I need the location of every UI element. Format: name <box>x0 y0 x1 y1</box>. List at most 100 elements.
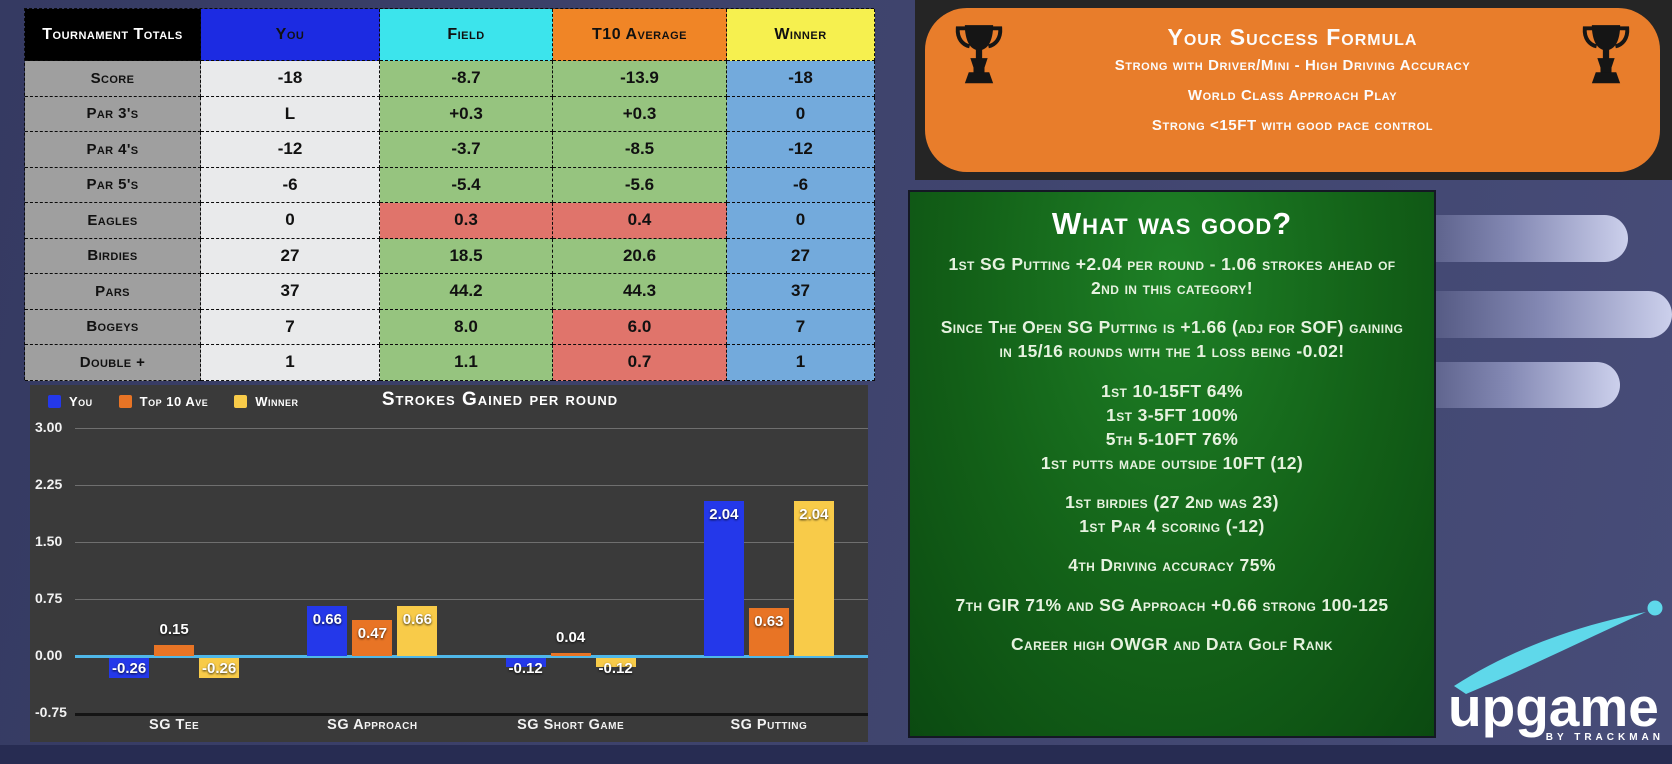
legend-swatch-icon <box>118 395 132 408</box>
bar-label: 2.04 <box>709 505 739 523</box>
table-cell: 1 <box>201 345 380 381</box>
legend-label: Top 10 Ave <box>139 394 209 409</box>
logo-wordmark: upgame <box>1448 676 1659 738</box>
legend-label: Winner <box>255 394 299 409</box>
table-header-cell: T10 Average <box>553 9 727 61</box>
bar-label: 0.63 <box>754 613 784 631</box>
bar-label: 2.04 <box>799 505 829 523</box>
tick-label: 0.75 <box>35 590 63 606</box>
gridline <box>75 485 868 486</box>
gridline <box>75 599 868 600</box>
table-header-cell: You <box>201 9 380 61</box>
tick-label: 2.25 <box>35 476 63 492</box>
good-paragraph: Since The Open SG Putting is +1.66 (adj … <box>940 317 1404 362</box>
table-cell: -12 <box>727 132 875 168</box>
what-was-good-panel: What was good? 1st SG Putting +2.04 per … <box>908 190 1436 738</box>
table-header-cell: Winner <box>727 9 875 61</box>
table-cell: 18.5 <box>380 238 553 274</box>
legend-item: You <box>48 394 93 409</box>
bar-label: 0.66 <box>312 610 342 628</box>
table-cell: 0.3 <box>380 203 553 239</box>
table-cell: 6.0 <box>553 309 727 345</box>
table-cell: 0 <box>727 96 875 132</box>
table-row-label: Birdies <box>25 238 201 274</box>
bar <box>397 605 438 656</box>
table-cell: 0 <box>201 203 380 239</box>
table-row-label: Par 5's <box>25 167 201 203</box>
formula-line: Strong <15FT with good pace control <box>1151 117 1434 134</box>
good-paragraph: 7th GIR 71% and SG Approach +0.66 strong… <box>955 594 1389 615</box>
category-label: SG Short Game <box>517 717 625 733</box>
table-cell: 0.7 <box>553 345 727 381</box>
table-cell: -3.7 <box>380 132 553 168</box>
table-cell: -5.6 <box>553 167 727 203</box>
category-label: SG Approach <box>327 717 418 733</box>
table-cell: 27 <box>201 238 380 274</box>
bar <box>199 658 240 678</box>
table-cell: 44.2 <box>380 274 553 310</box>
bar <box>352 620 393 656</box>
table-cell: -12 <box>201 132 380 168</box>
table-cell: -5.4 <box>380 167 553 203</box>
good-panel-title: What was good? <box>1051 206 1293 241</box>
table-header-cell: Tournament Totals <box>25 9 201 61</box>
legend-swatch-icon <box>48 395 61 408</box>
legend-swatch-icon <box>234 395 248 408</box>
table-cell: 20.6 <box>553 238 727 274</box>
table-cell: 37 <box>201 274 380 310</box>
bar-label: -0.26 <box>112 660 147 677</box>
bottom-strip <box>0 745 1672 764</box>
bar <box>703 500 744 656</box>
bar <box>793 500 834 656</box>
swoosh-icon <box>1454 600 1663 694</box>
bar <box>109 658 150 678</box>
table-cell: 0 <box>727 203 875 239</box>
gridline <box>75 428 868 429</box>
formula-backdrop: Your Success Formula Strong with Driver/… <box>915 0 1672 180</box>
table-cell: -18 <box>201 61 380 97</box>
tick-label: 0.00 <box>35 647 63 663</box>
table-cell: 1.1 <box>380 345 553 381</box>
gridline <box>75 713 868 716</box>
good-paragraph: 4th Driving accuracy 75% <box>1068 555 1276 576</box>
bar <box>595 658 636 668</box>
success-formula-panel: Your Success Formula Strong with Driver/… <box>925 8 1660 172</box>
table-cell: -13.9 <box>553 61 727 97</box>
table-cell: 0.4 <box>553 203 727 239</box>
table-row-label: Par 4's <box>25 132 201 168</box>
table-cell: +0.3 <box>380 96 553 132</box>
table-cell: -8.7 <box>380 61 553 97</box>
strokes-gained-chart: You Top 10 Ave Winner Strokes Gained per r… <box>30 385 868 742</box>
tick-label: -0.75 <box>35 704 67 720</box>
tick-label: 1.50 <box>35 533 63 549</box>
trophy-icon <box>955 25 1003 84</box>
table-cell: 44.3 <box>553 274 727 310</box>
logo-subtext: BY TRACKMAN <box>1545 732 1664 743</box>
table-cell: 1 <box>727 345 875 381</box>
bar-label: -0.12 <box>508 660 543 677</box>
table-row-label: Par 3's <box>25 96 201 132</box>
table-cell: 27 <box>727 238 875 274</box>
table-cell: 37 <box>727 274 875 310</box>
formula-lines: Strong with Driver/Mini - High Driving A… <box>925 57 1660 134</box>
table-cell: 7 <box>201 309 380 345</box>
good-paragraph: 1st 10-15FT 64% 1st 3-5FT 100% 5th 5-10FT … <box>1040 380 1304 473</box>
bar <box>505 658 546 668</box>
bar <box>550 652 591 656</box>
chart-plot: 3.00 2.25 1.50 0.75 0.00 -0.75 -0.26 0.15 -0.26 S… <box>30 385 868 742</box>
good-paragraph: Career high OWGR and Data Golf Rank <box>1011 633 1333 654</box>
table-cell: 8.0 <box>380 309 553 345</box>
good-paragraph: 1st birdies (27 2nd was 23) 1st Par 4 sco… <box>1065 492 1279 537</box>
table-row-label: Double + <box>25 345 201 381</box>
bar-label: 0.47 <box>357 625 387 643</box>
table-cell: L <box>201 96 380 132</box>
category-label: SG Tee <box>149 717 200 733</box>
good-panel-body: 1st SG Putting +2.04 per round - 1.06 st… <box>932 252 1412 656</box>
tick-label: 3.00 <box>35 419 63 435</box>
table-cell: -8.5 <box>553 132 727 168</box>
good-paragraph: 1st SG Putting +2.04 per round - 1.06 st… <box>948 254 1396 299</box>
table-cell: -6 <box>201 167 380 203</box>
gridline <box>75 542 868 543</box>
upgame-logo: upgame BY TRACKMAN <box>1446 598 1668 743</box>
formula-title: Your Success Formula <box>1167 24 1418 50</box>
